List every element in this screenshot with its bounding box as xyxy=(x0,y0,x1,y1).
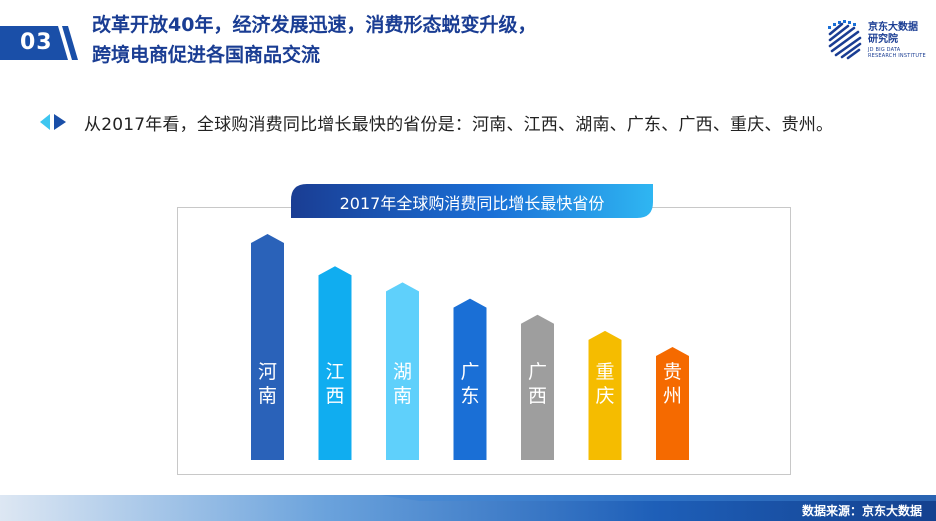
logo-name-en: JD BIG DATA RESEARCH INSTITUTE xyxy=(868,47,928,59)
chart-bar-label-5-char-1: 广 xyxy=(528,361,547,383)
data-source: 数据来源：京东大数据 xyxy=(801,504,922,518)
chart-bar-label-7-char-1: 贵 xyxy=(663,361,682,383)
section-number: 03 xyxy=(20,30,53,55)
chart-bar-label-6-char-1: 重 xyxy=(595,361,614,383)
triangle-bullet-icon xyxy=(40,114,66,130)
logo-name-cn-line-2: 研究院 xyxy=(868,34,898,45)
chart-bar-label-5-char-2: 西 xyxy=(528,385,547,407)
jd-logo: 京东大数据 研究院 JD BIG DATA RESEARCH INSTITUTE xyxy=(826,20,926,66)
chart-bar-label-4-char-1: 广 xyxy=(460,361,479,383)
chart-bar-label-2-char-1: 江 xyxy=(325,361,344,383)
logo-name-en-line-2: RESEARCH INSTITUTE xyxy=(868,53,926,59)
chart-title-ribbon-shape xyxy=(291,184,653,218)
section-badge-shape xyxy=(0,26,78,60)
page-title: 改革开放40年，经济发展迅速，消费形态蜕变升级， 跨境电商促进各国商品交流 xyxy=(92,10,712,70)
chart-bar-5 xyxy=(521,314,554,460)
logo-name-en-line-1: JD BIG DATA xyxy=(868,47,901,53)
logo-name-cn-line-1: 京东大数据 xyxy=(868,22,918,33)
bullet-text: 从2017年看，全球购消费同比增长最快的省份是：河南、江西、湖南、广东、广西、重… xyxy=(84,115,834,135)
chart-bar-6 xyxy=(588,330,622,460)
jd-big-data-logo-icon xyxy=(828,20,862,60)
chart-bar-2 xyxy=(318,266,352,460)
bullet-row: 从2017年看，全球购消费同比增长最快的省份是：河南、江西、湖南、广东、广西、重… xyxy=(40,108,930,136)
chart-bar-label-3-char-1: 湖 xyxy=(393,361,412,383)
page-title-line-1: 改革开放40年，经济发展迅速，消费形态蜕变升级， xyxy=(92,14,537,36)
chart-bar-label-4-char-2: 东 xyxy=(460,385,479,407)
footer-band xyxy=(0,495,936,521)
chart-bar-label-2-char-2: 西 xyxy=(325,385,344,407)
chart-bar-label-1-char-1: 河 xyxy=(258,361,277,383)
section-badge: 03 xyxy=(0,26,78,60)
chart-bar-label-7-char-2: 州 xyxy=(663,385,682,407)
logo-name-cn: 京东大数据 研究院 xyxy=(868,22,928,46)
page-title-line-2: 跨境电商促进各国商品交流 xyxy=(92,44,321,66)
chart-bar-label-6-char-2: 庆 xyxy=(595,385,614,407)
chart-bar-label-3-char-2: 南 xyxy=(393,385,412,407)
chart-bar-3 xyxy=(386,282,419,460)
chart-bar-1 xyxy=(251,234,284,460)
chart-bar-4 xyxy=(453,298,487,460)
chart-title: 2017年全球购消费同比增长最快省份 xyxy=(339,194,605,213)
chart-bar-label-1-char-2: 南 xyxy=(258,385,277,407)
chart-bar-7 xyxy=(656,347,689,460)
chart-title-ribbon: 2017年全球购消费同比增长最快省份 xyxy=(291,184,653,218)
